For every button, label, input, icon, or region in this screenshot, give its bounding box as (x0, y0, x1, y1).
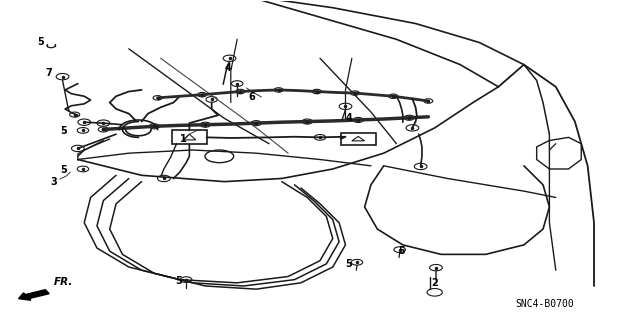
Text: SNC4-B0700: SNC4-B0700 (515, 299, 573, 309)
Text: 7: 7 (45, 68, 52, 78)
Text: 4: 4 (224, 63, 231, 73)
Text: 5: 5 (346, 259, 352, 270)
Text: 5: 5 (175, 276, 182, 286)
Bar (340, 133, 376, 145)
FancyArrow shape (19, 290, 49, 300)
Text: 5: 5 (60, 165, 67, 174)
Bar (172, 130, 207, 145)
Text: FR.: FR. (54, 277, 73, 286)
Text: 5: 5 (60, 126, 67, 136)
Text: 1: 1 (180, 134, 186, 144)
Text: 3: 3 (51, 177, 57, 187)
Text: 5: 5 (398, 246, 405, 256)
Text: 5: 5 (38, 38, 44, 48)
Text: 4: 4 (346, 113, 352, 123)
Text: 6: 6 (248, 92, 255, 102)
Text: 2: 2 (431, 278, 438, 288)
